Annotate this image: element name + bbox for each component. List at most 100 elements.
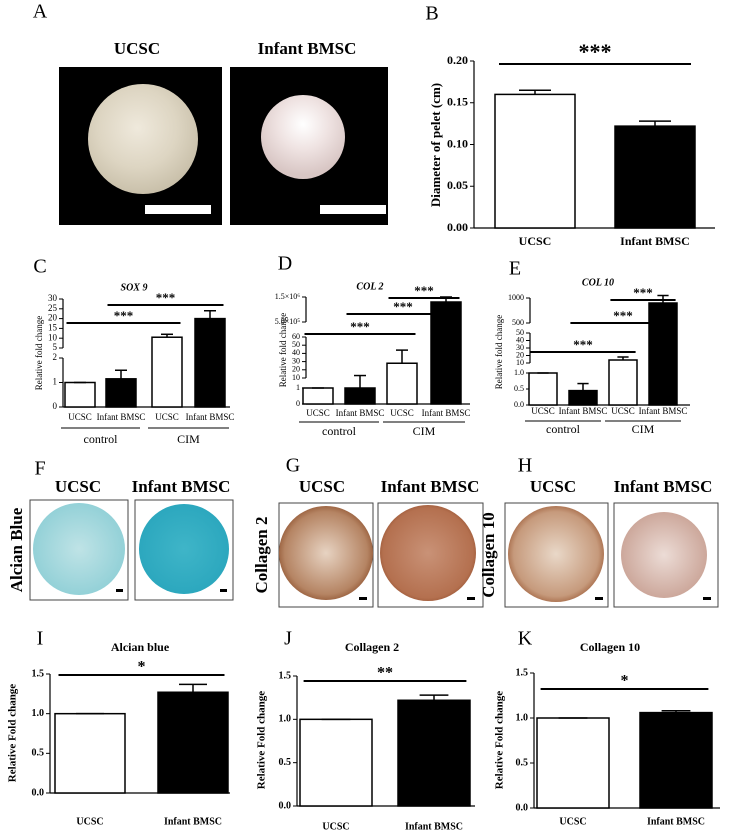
y-tick-label: 1.0 xyxy=(32,708,45,719)
x-tick-label: UCSC xyxy=(76,816,103,827)
y-tick-label: 10 xyxy=(516,358,524,367)
panel-letter: J xyxy=(284,628,292,650)
y-tick-label: 30 xyxy=(516,343,524,352)
y-tick-label: 0 xyxy=(296,399,300,408)
bar xyxy=(64,381,96,408)
bar xyxy=(54,712,126,794)
image-label: UCSC xyxy=(114,39,160,58)
panel-a: A UCSC Infant BMSC xyxy=(33,1,388,225)
panel-f: F Alcian Blue UCSC Infant BMSC xyxy=(7,458,234,601)
bar xyxy=(430,301,462,405)
group-label: CIM xyxy=(177,432,200,446)
bar xyxy=(648,302,678,406)
y-tick-label: 60 xyxy=(292,332,300,341)
image-label: Infant BMSC xyxy=(381,477,480,496)
y-axis-label: Relative Fold change xyxy=(494,691,506,789)
x-tick-label: Infant BMSC xyxy=(405,821,463,832)
y-tick-label: 30 xyxy=(48,293,58,303)
y-tick-label: 1.0 xyxy=(514,368,524,377)
group-label: control xyxy=(322,424,357,438)
bar xyxy=(528,372,558,406)
group-label: control xyxy=(546,422,581,436)
significance-label: *** xyxy=(579,39,612,64)
x-tick-label: UCSC xyxy=(306,408,330,418)
x-tick-label: Infant BMSC xyxy=(620,234,690,248)
x-tick-label: Infant BMSC xyxy=(186,412,235,422)
scale-bar xyxy=(703,597,711,600)
y-tick-label: 50 xyxy=(516,328,524,337)
significance-label: ** xyxy=(377,664,393,681)
y-tick-label: 0.5 xyxy=(279,757,292,768)
section xyxy=(279,506,373,600)
image-label: Infant BMSC xyxy=(614,477,713,496)
chart-title: Collagen 2 xyxy=(345,640,399,654)
y-tick-label: 1.5 xyxy=(32,668,45,679)
image-label: Infant BMSC xyxy=(132,477,231,496)
bar xyxy=(302,387,334,405)
y-tick-label: 30 xyxy=(292,356,300,365)
panel-letter: F xyxy=(34,458,45,480)
y-tick-label: 0.5 xyxy=(514,384,524,393)
y-tick-label: 0.10 xyxy=(447,136,468,150)
y-axis-label: Diameter of pelet (cm) xyxy=(428,83,443,207)
y-axis-label: Relative fold change xyxy=(494,315,504,389)
pellet xyxy=(88,84,198,194)
y-tick-label: 1 xyxy=(53,377,58,387)
y-tick-label: 0 xyxy=(53,401,58,411)
bar xyxy=(157,691,229,794)
y-tick-label: 0.00 xyxy=(447,220,468,234)
x-tick-label: UCSC xyxy=(559,816,586,827)
y-tick-label: 1000 xyxy=(508,293,524,302)
bar xyxy=(494,93,576,229)
x-tick-label: Infant BMSC xyxy=(639,406,688,416)
stain-label: Alcian Blue xyxy=(7,507,26,592)
stain-label: Collagen 2 xyxy=(252,517,271,594)
bar xyxy=(614,125,696,229)
y-axis-label: Relative Fold change xyxy=(7,684,19,782)
scale-bar xyxy=(145,205,211,214)
pellet xyxy=(261,95,345,179)
bar xyxy=(299,718,373,807)
x-tick-label: UCSC xyxy=(322,821,349,832)
significance-label: *** xyxy=(414,283,434,298)
bar xyxy=(639,711,713,809)
y-tick-label: 20 xyxy=(516,350,524,359)
y-tick-label: 1.0 xyxy=(516,712,529,723)
scale-bar xyxy=(320,205,386,214)
chart-title: Collagen 10 xyxy=(580,640,640,654)
scale-bar xyxy=(116,589,123,592)
y-tick-label: 1.0 xyxy=(279,714,292,725)
x-tick-label: Infant BMSC xyxy=(647,816,705,827)
section xyxy=(139,504,229,594)
image-label: UCSC xyxy=(299,477,345,496)
significance-label: *** xyxy=(114,308,134,323)
panel-letter: I xyxy=(37,628,44,650)
y-tick-label: 0.0 xyxy=(514,400,524,409)
image-label: UCSC xyxy=(530,477,576,496)
y-tick-label: 10 xyxy=(48,332,58,342)
section xyxy=(33,503,125,595)
bar xyxy=(536,717,610,809)
y-tick-label: 0.5 xyxy=(516,757,529,768)
y-tick-label: 10 xyxy=(292,373,300,382)
y-axis-label: Relative fold change xyxy=(34,316,44,390)
y-tick-label: 5 xyxy=(53,342,58,352)
chart-title: COL 10 xyxy=(582,277,614,288)
x-tick-label: Infant BMSC xyxy=(422,408,471,418)
panel-letter: E xyxy=(509,258,521,280)
x-tick-label: UCSC xyxy=(68,412,92,422)
bar xyxy=(151,336,183,408)
y-tick-label: 2 xyxy=(53,352,58,362)
x-tick-label: UCSC xyxy=(611,406,635,416)
panel-letter: G xyxy=(286,455,300,477)
y-tick-label: 50 xyxy=(292,340,300,349)
bar xyxy=(568,389,598,406)
y-tick-label: 5.0×10⁵ xyxy=(275,317,301,326)
y-tick-label: 15 xyxy=(48,322,58,332)
y-tick-label: 0.0 xyxy=(279,800,292,811)
group-label: control xyxy=(84,432,119,446)
x-tick-label: Infant BMSC xyxy=(336,408,385,418)
significance-label: *** xyxy=(633,285,653,300)
y-tick-label: 40 xyxy=(516,335,524,344)
